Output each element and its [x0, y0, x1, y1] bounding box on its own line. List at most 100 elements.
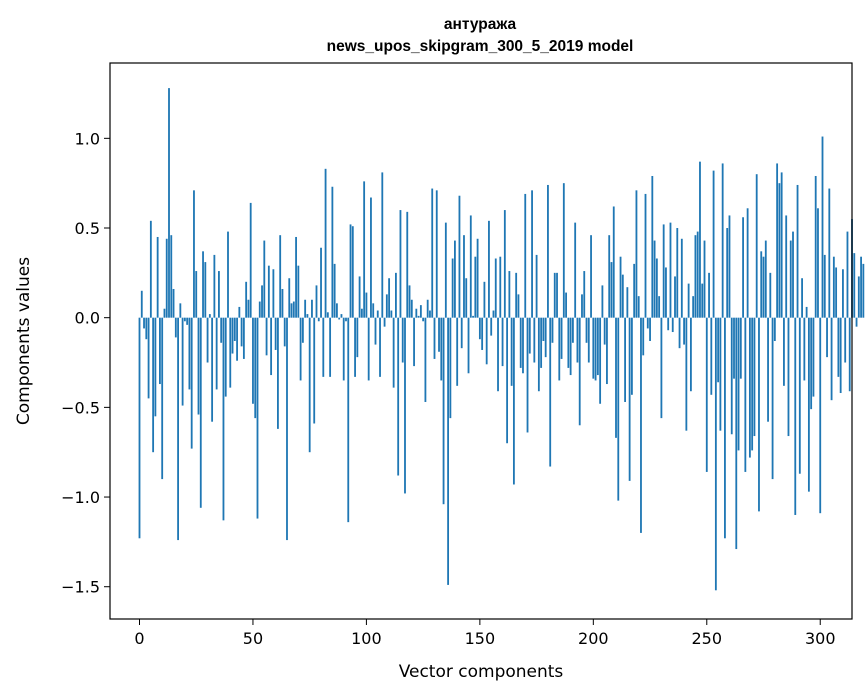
bar-265 [739, 317, 742, 379]
bar-243 [689, 317, 692, 392]
bar-11 [163, 308, 166, 318]
bar-310 [842, 269, 844, 318]
bar-256 [719, 317, 722, 431]
bar-81 [322, 317, 325, 377]
bar-149 [476, 238, 479, 318]
bar-298 [814, 175, 817, 318]
y-tick-label: 1.0 [75, 129, 100, 148]
bar-34 [215, 317, 218, 390]
bar-36 [220, 317, 223, 343]
bar-147 [472, 315, 474, 318]
bar-266 [742, 217, 744, 318]
bar-214 [624, 317, 626, 402]
bar-166 [515, 272, 518, 318]
bar-84 [329, 317, 332, 377]
bar-278 [769, 272, 772, 318]
bar-138 [451, 258, 454, 318]
bar-284 [783, 317, 785, 386]
bar-73 [304, 299, 307, 318]
bar-119 [408, 285, 411, 318]
bar-208 [610, 262, 613, 318]
x-tick-label: 100 [351, 629, 382, 648]
bar-301 [821, 136, 824, 318]
bar-295 [807, 317, 810, 492]
bar-277 [767, 317, 769, 422]
bar-254 [714, 317, 717, 591]
bar-152 [483, 281, 486, 318]
bar-292 [801, 278, 803, 318]
bar-198 [587, 317, 590, 363]
bar-80 [320, 247, 322, 318]
bar-91 [345, 317, 347, 322]
bar-90 [342, 317, 345, 381]
bar-283 [780, 172, 783, 318]
bar-289 [794, 317, 797, 515]
bar-209 [612, 206, 615, 318]
bar-296 [810, 317, 813, 410]
bar-318 [860, 256, 862, 318]
bar-28 [202, 251, 204, 318]
x-tick-label: 0 [134, 629, 144, 648]
bar-97 [358, 276, 361, 318]
bar-171 [526, 317, 529, 433]
bar-40 [229, 317, 232, 388]
y-tick-label: 0.5 [75, 219, 100, 238]
bar-165 [512, 317, 515, 485]
bar-311 [844, 317, 847, 363]
bar-29 [204, 262, 207, 318]
bar-273 [758, 317, 760, 512]
bar-77 [313, 317, 316, 424]
bar-279 [771, 317, 774, 480]
bar-297 [812, 317, 815, 397]
bar-229 [658, 296, 661, 318]
bar-130 [433, 317, 436, 359]
bar-267 [744, 317, 747, 472]
bar-271 [753, 317, 756, 437]
bar-121 [413, 317, 415, 367]
bar-31 [208, 314, 211, 318]
bar-76 [311, 299, 313, 318]
bar-177 [540, 317, 543, 368]
bar-200 [592, 317, 595, 379]
bar-307 [835, 267, 838, 318]
bar-118 [406, 211, 409, 318]
bar-54 [261, 285, 263, 318]
bar-51 [254, 317, 257, 419]
bar-233 [667, 317, 670, 331]
bar-50 [252, 317, 254, 404]
bar-259 [726, 228, 729, 318]
bar-223 [644, 193, 647, 318]
bar-47 [245, 281, 248, 318]
bar-125 [422, 317, 425, 322]
bar-145 [467, 317, 470, 374]
bar-261 [730, 317, 733, 435]
bar-55 [263, 240, 266, 318]
bar-122 [415, 308, 418, 318]
bar-85 [331, 186, 334, 318]
bar-258 [724, 317, 726, 539]
bar-101 [367, 317, 370, 381]
bar-27 [199, 317, 202, 508]
bar-2 [143, 317, 145, 329]
bar-160 [501, 317, 504, 367]
bar-226 [651, 175, 654, 318]
bar-63 [281, 288, 284, 318]
bar-242 [687, 283, 690, 318]
bar-288 [792, 231, 794, 318]
bar-178 [542, 317, 545, 341]
x-axis-ticks: 0 50 100 150 200 250 300 [134, 619, 836, 648]
bar-132 [438, 317, 440, 352]
bar-48 [247, 299, 250, 318]
bar-111 [390, 310, 393, 318]
bar-79 [317, 317, 320, 322]
bar-104 [374, 317, 377, 345]
bar-17 [177, 317, 179, 541]
bar-272 [755, 174, 758, 318]
bar-186 [560, 317, 563, 359]
bar-202 [596, 317, 599, 376]
bar-120 [410, 299, 413, 318]
bar-19 [181, 317, 184, 406]
bar-30 [206, 317, 209, 363]
bar-0 [138, 317, 141, 539]
bar-10 [161, 317, 164, 480]
